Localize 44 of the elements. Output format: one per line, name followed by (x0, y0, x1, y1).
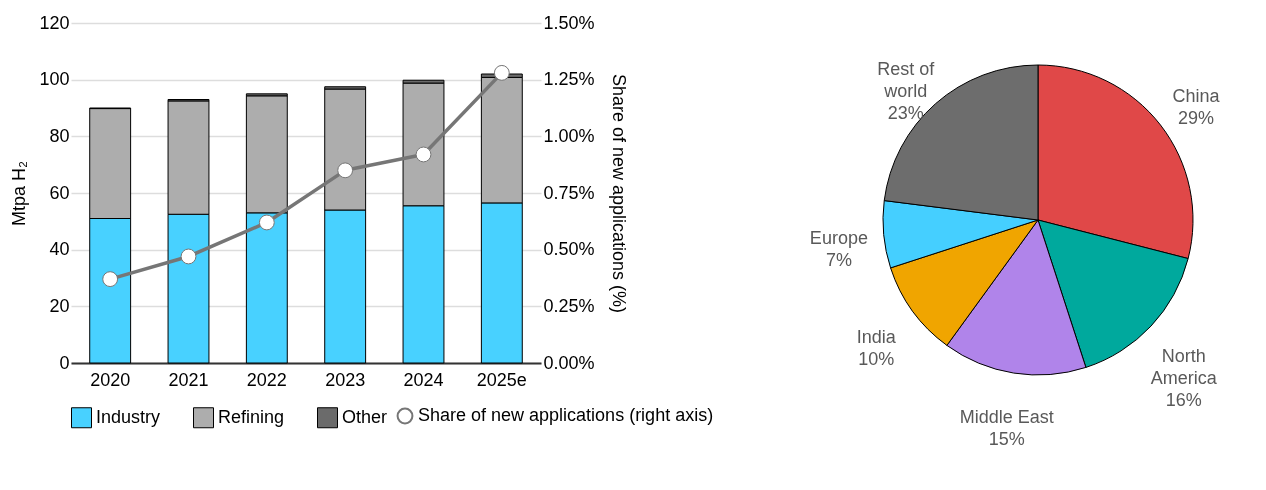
point (180, 248, 197, 265)
legend-label: Other (342, 406, 388, 427)
x-tick-label: 2025e (476, 369, 527, 390)
x-tick-label: 2024 (403, 369, 444, 390)
slice-label: Middle East (959, 406, 1054, 427)
legend-label: Share of new applications (right axis) (418, 405, 714, 425)
y-axis-title: Mtpa H₂ (9, 160, 30, 227)
y2-tick-label: 0.25% (543, 295, 595, 316)
y-tick-label: 40 (49, 239, 70, 260)
point (415, 146, 432, 163)
slice-label: China (1172, 86, 1221, 107)
slice-label: India (856, 326, 897, 347)
data-label: 7% (825, 249, 852, 270)
y-tick-label: 0 (59, 352, 70, 373)
y-tick-label: 20 (49, 295, 70, 316)
y2-tick-label: 0.75% (543, 182, 595, 203)
data-label: 23% (887, 102, 924, 123)
data-label: 15% (988, 428, 1025, 449)
point (337, 162, 354, 179)
legend-label: Industry (96, 406, 161, 427)
slice-label: North America (1150, 345, 1218, 388)
x-tick-label: 2020 (90, 369, 131, 390)
x-tick-label: 2023 (325, 369, 366, 390)
y2-tick-label: 0.00% (543, 352, 595, 373)
point (258, 214, 275, 231)
slice-label: Rest of world (877, 58, 936, 101)
x-tick-label: 2021 (168, 369, 209, 390)
y2-tick-label: 1.50% (543, 12, 595, 33)
data-label: 16% (1165, 389, 1202, 410)
y2-tick-label: 1.25% (543, 69, 595, 90)
data-label: 29% (1178, 108, 1215, 129)
slice-label: Europe (809, 227, 868, 248)
y-tick-label: 120 (39, 12, 70, 33)
y-tick-label: 100 (39, 69, 70, 90)
data-label: 10% (858, 348, 895, 369)
point (493, 64, 510, 81)
x-tick-label: 2022 (246, 369, 287, 390)
point (102, 271, 119, 288)
y2-axis-title: Share of new applications (%) (608, 73, 629, 314)
y-tick-label: 80 (49, 125, 70, 146)
y2-tick-label: 0.50% (543, 239, 595, 260)
y-tick-label: 60 (49, 182, 70, 203)
y2-tick-label: 1.00% (543, 125, 595, 146)
legend-label: Refining (218, 406, 285, 427)
